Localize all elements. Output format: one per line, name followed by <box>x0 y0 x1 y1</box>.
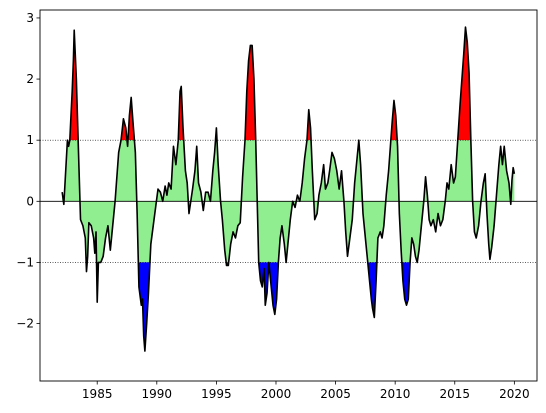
y-tick-label: 3 <box>26 11 34 25</box>
y-tick-label: −1 <box>16 255 34 269</box>
x-tick-label: 1990 <box>142 387 173 401</box>
data-line <box>61 26 516 352</box>
x-tick-label: 2005 <box>320 387 351 401</box>
x-tick-label: 1985 <box>82 387 113 401</box>
y-tick-label: 0 <box>26 194 34 208</box>
x-tick-label: 2020 <box>499 387 530 401</box>
y-tick-label: −2 <box>16 317 34 331</box>
x-tick-label: 2010 <box>380 387 411 401</box>
plot-frame <box>39 9 538 382</box>
y-tick-label: 1 <box>26 133 34 147</box>
x-tick-label: 2015 <box>439 387 470 401</box>
y-tick-label: 2 <box>26 72 34 86</box>
x-tick-label: 2000 <box>261 387 292 401</box>
x-tick-label: 1995 <box>201 387 232 401</box>
